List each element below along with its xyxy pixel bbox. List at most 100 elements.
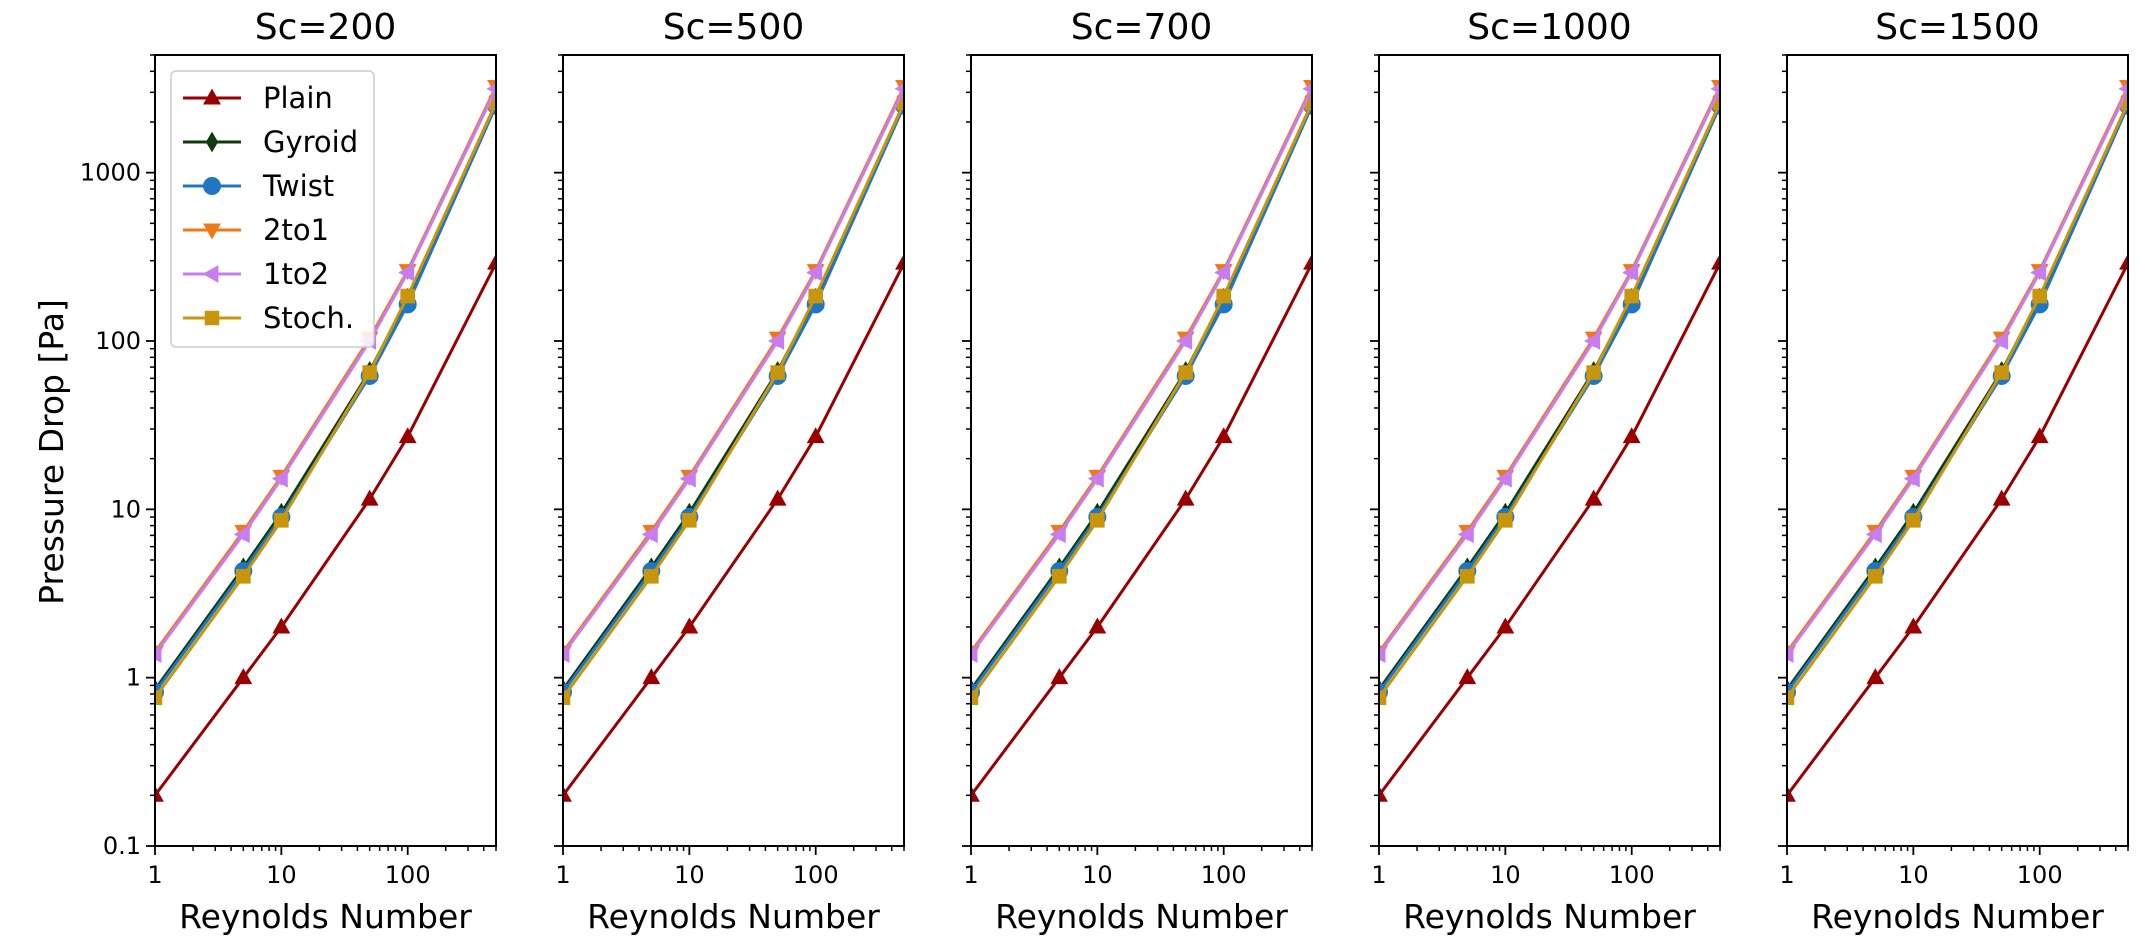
data-point-1to2 <box>271 469 288 488</box>
data-point-plain <box>563 785 572 802</box>
data-point-1to2 <box>486 83 496 95</box>
data-point-plain <box>272 617 291 634</box>
data-point-stoch <box>1052 569 1067 584</box>
data-point-1to2 <box>1622 263 1639 282</box>
data-point-stoch <box>1994 365 2009 380</box>
data-point-stoch <box>1586 365 1601 380</box>
series-line-1to2 <box>155 88 496 656</box>
legend-item: 1to2 <box>183 257 329 291</box>
data-point-plain <box>2119 253 2128 270</box>
series-line-plain <box>155 262 496 797</box>
plot-frame <box>562 54 905 847</box>
x-axis-label: Reynolds Number <box>587 897 880 936</box>
y-tick-label: 1000 <box>80 159 141 187</box>
data-point-stoch <box>1868 569 1883 584</box>
series-line-1to2 <box>1787 88 2128 656</box>
data-point-plain <box>1992 489 2011 506</box>
data-point-1to2 <box>768 332 785 350</box>
data-point-stoch <box>1460 569 1475 584</box>
data-point-plain <box>1866 668 1885 685</box>
x-tick-label: 100 <box>1201 861 1247 889</box>
series-line-stoch <box>155 102 496 699</box>
x-tick-label: 100 <box>1609 861 1655 889</box>
series-group <box>1379 80 1720 802</box>
data-point-1to2 <box>894 83 904 95</box>
legend-label: Twist <box>262 169 334 203</box>
x-tick-label: 100 <box>2017 861 2063 889</box>
series-group <box>563 80 904 802</box>
y-tick-label: 0.1 <box>103 832 141 860</box>
data-point-plain <box>1584 489 1603 506</box>
x-tick-label: 10 <box>1082 861 1113 889</box>
data-point-plain <box>1622 427 1641 444</box>
x-tick-label: 1 <box>555 861 570 889</box>
data-point-stoch <box>1178 365 1193 380</box>
data-point-stoch <box>274 513 289 528</box>
series-line-plain <box>1787 262 2128 797</box>
panel-title: Sc=500 <box>663 7 805 48</box>
x-axis-label: Reynolds Number <box>179 897 472 936</box>
legend-marker <box>202 177 222 195</box>
x-tick-label: 100 <box>385 861 431 889</box>
series-line-2to1 <box>971 85 1312 653</box>
data-point-stoch <box>236 569 251 584</box>
data-point-1to2 <box>1710 83 1720 95</box>
series-line-2to1 <box>1787 85 2128 653</box>
data-point-stoch <box>770 365 785 380</box>
data-point-stoch <box>1379 690 1387 706</box>
series-line-plain <box>971 262 1312 797</box>
data-point-plain <box>487 253 496 270</box>
data-point-plain <box>680 617 699 634</box>
x-axis-label: Reynolds Number <box>1811 897 2104 936</box>
data-point-plain <box>1379 785 1388 802</box>
data-point-1to2 <box>563 645 570 664</box>
legend-label: Plain <box>263 81 333 115</box>
data-point-stoch <box>808 288 823 304</box>
legend-item: 2to1 <box>183 213 329 247</box>
chart-panel: 1 10 100 Sc=1500 Reynolds Number <box>1778 7 2129 936</box>
plot-frame <box>154 54 497 847</box>
legend-label: 2to1 <box>263 213 329 247</box>
data-point-plain <box>360 489 379 506</box>
data-point-1to2 <box>806 263 823 282</box>
series-line-1to2 <box>563 88 904 656</box>
data-point-plain <box>1711 253 1720 270</box>
data-point-plain <box>1176 489 1195 506</box>
plot-frame <box>1378 54 1721 847</box>
data-point-plain <box>1787 785 1796 802</box>
data-point-stoch <box>1624 288 1639 304</box>
data-point-plain <box>642 668 661 685</box>
data-point-stoch <box>1216 288 1231 304</box>
data-point-1to2 <box>1787 645 1794 664</box>
data-point-1to2 <box>1214 263 1231 282</box>
data-point-plain <box>1458 668 1477 685</box>
data-point-1to2 <box>1495 469 1512 488</box>
legend-marker <box>203 223 221 240</box>
series-line-stoch <box>1787 102 2128 699</box>
data-point-plain <box>1088 617 1107 634</box>
data-point-1to2 <box>971 645 978 664</box>
series-line-2to1 <box>563 85 904 653</box>
x-tick-label: 100 <box>793 861 839 889</box>
y-tick-label: 10 <box>110 495 141 523</box>
data-point-plain <box>234 668 253 685</box>
data-point-stoch <box>1906 513 1921 528</box>
data-point-plain <box>1303 253 1312 270</box>
data-point-1to2 <box>2030 263 2047 282</box>
data-point-stoch <box>400 288 415 304</box>
series-line-2to1 <box>1379 85 1720 653</box>
series-line-stoch <box>563 102 904 699</box>
panel-title: Sc=1500 <box>1875 7 2039 48</box>
chart-panel: 1 10 100 Sc=500 Reynolds Number <box>554 7 905 936</box>
series-group <box>971 80 1312 802</box>
legend-marker <box>202 265 219 283</box>
data-point-stoch <box>362 365 377 380</box>
legend-marker <box>205 131 219 153</box>
data-point-stoch <box>1498 513 1513 528</box>
data-point-stoch <box>644 569 659 584</box>
data-point-1to2 <box>1379 645 1386 664</box>
x-tick-label: 1 <box>1779 861 1794 889</box>
data-point-1to2 <box>1865 525 1882 544</box>
data-point-1to2 <box>2118 83 2128 95</box>
